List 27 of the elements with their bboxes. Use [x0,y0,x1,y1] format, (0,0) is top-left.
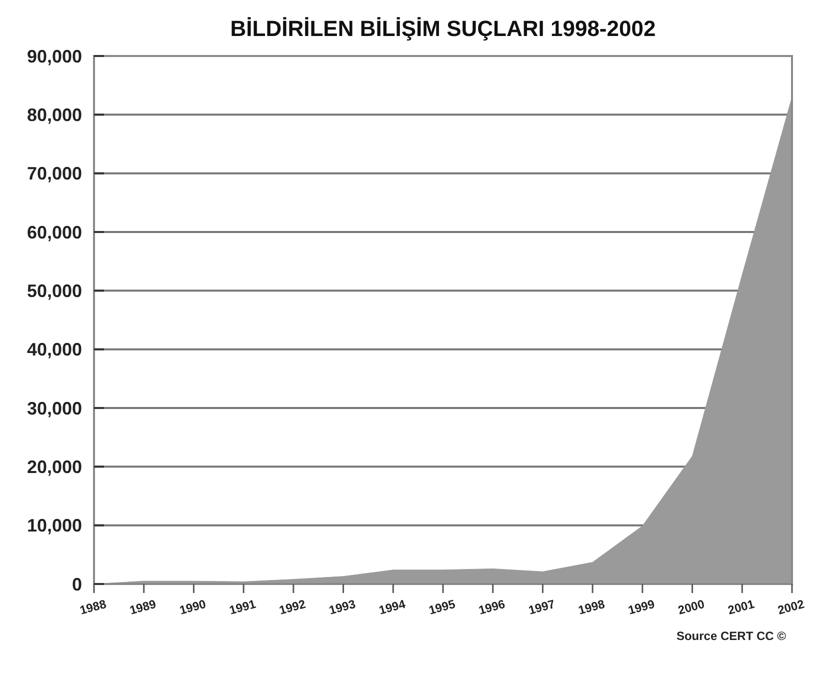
x-tick-label: 1989 [128,596,158,618]
x-tick-label: 1992 [278,596,308,618]
x-tick-label: 1998 [576,596,607,618]
x-tick-label: 1991 [228,596,258,618]
y-tick-label: 80,000 [26,104,82,125]
y-tick-label: 30,000 [26,398,82,418]
y-tick-label: 70,000 [26,164,82,184]
x-tick-label: 2001 [726,596,756,618]
y-tick-label: 40,000 [26,340,82,360]
source-note: Source CERT CC © [676,629,786,643]
y-tick-label: 90,000 [26,46,82,66]
x-tick-label: 1988 [78,596,108,618]
y-tick-label: 0 [72,574,82,594]
x-tick-label: 1996 [477,596,507,618]
y-tick-label: 10,000 [26,516,82,536]
y-tick-label: 20,000 [26,456,82,477]
x-tick-label: 1995 [427,596,457,618]
y-tick-label: 60,000 [26,222,82,242]
x-tick-label: 1999 [626,596,656,618]
x-tick-label: 1994 [377,596,408,618]
x-tick-label: 1997 [526,596,557,618]
y-tick-label: 50,000 [26,280,82,301]
x-tick-label: 2002 [776,596,806,618]
x-tick-label: 1993 [328,596,358,618]
x-tick-label: 2000 [676,596,706,618]
x-tick-label: 1990 [178,596,208,618]
chart-title: BİLDİRİLEN BİLİŞİM SUÇLARI 1998-2002 [230,16,656,41]
